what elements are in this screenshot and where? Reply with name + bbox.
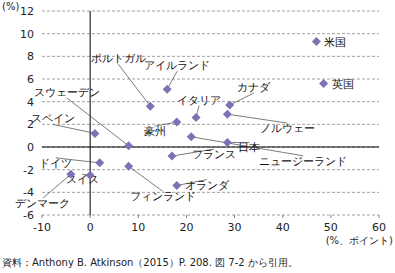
point: [90, 129, 99, 138]
point: [319, 79, 328, 88]
point-label: フランス: [192, 148, 236, 160]
point-label: オランダ: [185, 179, 230, 191]
point: [172, 181, 181, 190]
y-axis-label: (%): [2, 1, 19, 12]
x-tick: [42, 215, 43, 218]
grid-line: [42, 124, 379, 125]
point-label: フィンランド: [130, 190, 196, 202]
point-label: 豪州: [144, 125, 166, 137]
leader-line: [43, 174, 71, 198]
leader-line: [230, 93, 254, 105]
grid-line: [42, 169, 379, 170]
leader-line: [118, 64, 150, 106]
point-label: 米国: [324, 36, 346, 48]
x-tick: [330, 215, 331, 218]
point: [223, 138, 232, 147]
x-tick: [282, 215, 283, 218]
point-label: デンマーク: [15, 197, 70, 209]
point: [95, 158, 104, 167]
point-label: スペイン: [31, 112, 75, 124]
y-tick-label: 8: [27, 50, 34, 63]
point-label: ドイツ: [39, 157, 72, 169]
x-tick: [186, 215, 187, 218]
grid-line: [42, 79, 379, 80]
x-tick-label: -10: [33, 221, 51, 234]
point-labels: 米国英国 アイルランドポルトガルカナダイタリアノルウェー 豪州日本ニュージーランド ス…: [15, 36, 353, 210]
point-label: アイルランド: [144, 59, 210, 71]
point: [167, 152, 176, 161]
grid-line: [42, 11, 379, 12]
point: [146, 102, 155, 111]
source-note: 資料：Anthony B. Atkinson（2015）P. 208. 図 7-…: [2, 257, 298, 268]
point-label: ニュージーランド: [259, 155, 347, 167]
x-tick-label: 20: [179, 221, 193, 234]
point-label: カナダ: [237, 81, 271, 93]
point: [187, 132, 196, 141]
grid-line: [42, 215, 379, 216]
point-label: イタリア: [177, 94, 221, 106]
point-label: ノルウェー: [260, 122, 315, 134]
y-tick-label: -2: [23, 164, 34, 177]
point: [124, 141, 133, 150]
point-label: ポルトガル: [91, 52, 146, 64]
x-tick: [138, 215, 139, 218]
leader-line: [129, 166, 163, 191]
grid-line: [42, 192, 379, 193]
x-tick-label: 0: [87, 221, 94, 234]
point: [172, 118, 181, 127]
y-tick-label: 12: [20, 5, 34, 18]
point-label: 英国: [332, 78, 354, 90]
point: [312, 37, 321, 46]
point-label: 日本: [238, 141, 260, 153]
x-axis-label: (%、ポイント): [326, 235, 393, 246]
x-tick-label: 10: [131, 221, 145, 234]
x-tick-label: 60: [372, 221, 386, 234]
leader-line: [67, 98, 129, 146]
point: [124, 162, 133, 171]
grid-line: [42, 33, 379, 34]
point: [192, 113, 201, 122]
x-tick: [90, 215, 91, 218]
point: [86, 171, 95, 180]
point-label: スウェーデン: [34, 86, 100, 98]
x-tick-label: 40: [276, 221, 290, 234]
point: [66, 170, 75, 179]
y-tick-label: 10: [20, 28, 34, 41]
x-tick-label: 50: [324, 221, 338, 234]
point: [225, 101, 234, 110]
point: [223, 110, 232, 119]
y-tick-label: 6: [27, 73, 34, 86]
x-tick-label: 30: [228, 221, 242, 234]
point: [163, 85, 172, 94]
x-tick: [379, 215, 380, 218]
points: [66, 37, 328, 190]
y-tick-label: 0: [27, 141, 34, 154]
x-tick: [234, 215, 235, 218]
leader-line: [53, 124, 95, 133]
chart: -6-4-2024681012-100102030405060(%)(%、ポイン…: [0, 0, 395, 273]
